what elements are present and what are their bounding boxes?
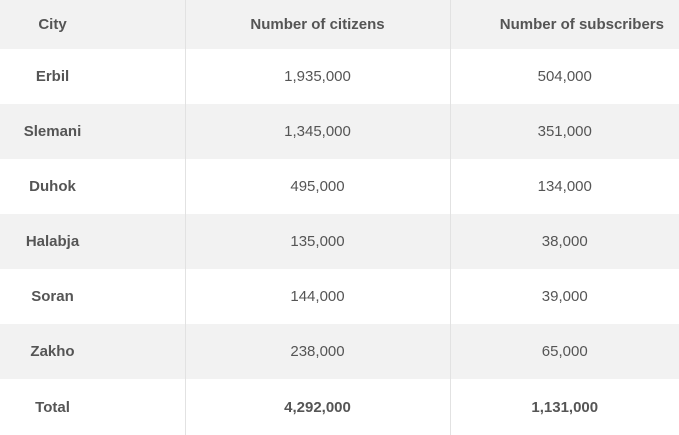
citizens-cell: 135,000 [184,214,450,269]
table-row: Soran 144,000 39,000 [0,269,679,324]
subscribers-cell: 38,000 [449,214,679,269]
total-subscribers-cell: 1,131,000 [449,379,679,435]
city-cell: Zakho [30,343,75,360]
total-citizens-cell: 4,292,000 [184,379,450,435]
subscribers-cell: 504,000 [449,49,679,104]
citizens-cell: 144,000 [184,269,450,324]
table-header-row: City Number of citizens Number of subscr… [0,0,679,49]
city-cell: Slemani [23,123,82,140]
citizens-cell: 1,935,000 [184,49,450,104]
city-cell: Halabja [25,233,80,250]
table-total-row: Total 4,292,000 1,131,000 [0,379,679,435]
table-row: Erbil 1,935,000 504,000 [0,49,679,104]
column-header-citizens: Number of citizens [184,0,450,49]
citizens-cell: 238,000 [184,324,450,379]
city-cell: Soran [31,288,74,305]
citizens-cell: 495,000 [184,159,450,214]
column-header-city: City [38,16,67,33]
table-row: Halabja 135,000 38,000 [0,214,679,269]
table-row: Slemani 1,345,000 351,000 [0,104,679,159]
citizens-cell: 1,345,000 [184,104,450,159]
city-cell: Duhok [29,178,76,195]
total-label-cell: Total [35,398,70,416]
subscribers-cell: 351,000 [449,104,679,159]
city-cell: Erbil [35,68,70,85]
table-row: Duhok 495,000 134,000 [0,159,679,214]
column-header-subscribers: Number of subscribers [449,0,679,49]
subscribers-cell: 134,000 [449,159,679,214]
subscribers-cell: 39,000 [449,269,679,324]
subscribers-cell: 65,000 [449,324,679,379]
table-row: Zakho 238,000 65,000 [0,324,679,379]
